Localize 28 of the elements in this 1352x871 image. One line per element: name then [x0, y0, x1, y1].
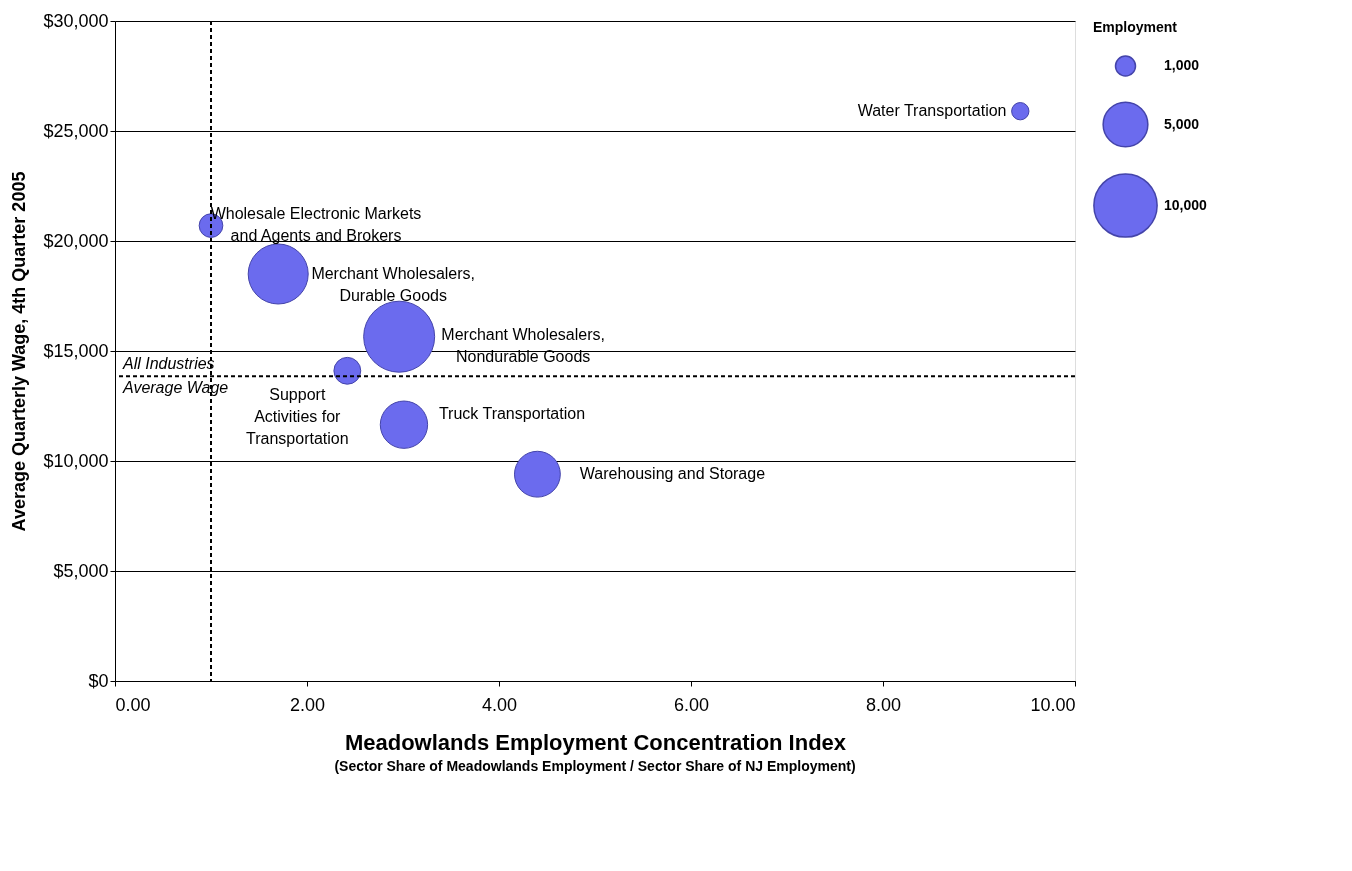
y-tick-label: $10,000	[43, 450, 109, 471]
series-label: Support Activities for Transportation	[246, 385, 349, 447]
series-label: Warehousing and Storage	[579, 465, 766, 483]
series-label: Truck Transportation	[438, 404, 586, 422]
y-axis-title: Average Quarterly Wage, 4th Quarter 2005	[9, 171, 30, 532]
x-tick-label: 8.00	[865, 694, 902, 715]
y-tick-label: $20,000	[43, 230, 109, 251]
x-tick-label: 4.00	[481, 694, 518, 715]
series-label: Water Transportation	[857, 102, 1007, 120]
x-tick-label: 2.00	[289, 694, 326, 715]
y-tick-label: $5,000	[53, 560, 109, 581]
y-tick-label: $25,000	[43, 120, 109, 141]
text: (Sector Share of Meadowlands Employment / Sector Share of NJ Employment)	[334, 758, 856, 774]
legend-label: 10,000	[1164, 196, 1208, 213]
legend-label: 1,000	[1164, 57, 1200, 73]
x-axis-title: Meadowlands Employment Concentration Index	[344, 729, 847, 755]
series-label: Wholesale Electronic Markets and Agents and Brokers	[210, 204, 422, 244]
legend-label: 5,000	[1164, 115, 1200, 132]
ref-line-label: All Industries Average Wage	[122, 355, 229, 397]
x-tick-label: 0.00	[115, 694, 151, 715]
y-tick-label: $30,000	[43, 10, 109, 31]
series-label: Merchant Wholesalers, Nondurable Goods	[441, 325, 605, 365]
legend-title: Employment	[1093, 19, 1178, 35]
x-tick-label: 6.00	[673, 694, 710, 715]
y-tick-label: $0	[88, 670, 109, 691]
series-label: Merchant Wholesalers, Durable Goods	[311, 265, 476, 304]
y-tick-label: $15,000	[43, 340, 109, 361]
x-tick-label: 10.00	[1030, 694, 1076, 715]
